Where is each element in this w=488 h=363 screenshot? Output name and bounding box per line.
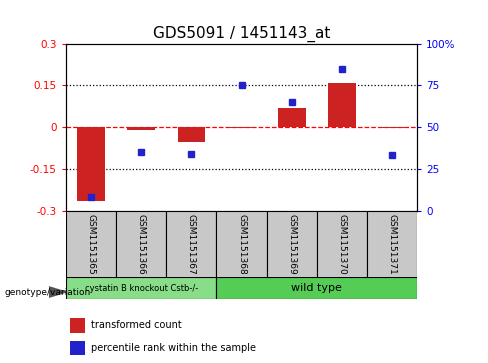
Text: GSM1151366: GSM1151366	[137, 214, 146, 274]
Bar	[217, 211, 266, 278]
Text: GSM1151365: GSM1151365	[86, 214, 96, 274]
Text: percentile rank within the sample: percentile rank within the sample	[91, 343, 256, 353]
Text: transformed count: transformed count	[91, 321, 182, 330]
Bar	[66, 211, 116, 278]
Bar	[127, 127, 155, 130]
Text: GSM1151371: GSM1151371	[387, 214, 397, 274]
Polygon shape	[49, 286, 68, 298]
Bar	[70, 341, 85, 355]
Bar	[66, 277, 217, 299]
Text: GSM1151367: GSM1151367	[187, 214, 196, 274]
Bar	[328, 82, 356, 127]
Text: cystatin B knockout Cstb-/-: cystatin B knockout Cstb-/-	[84, 284, 198, 293]
Text: GSM1151370: GSM1151370	[337, 214, 346, 274]
Bar	[378, 127, 406, 129]
Bar	[178, 127, 205, 142]
Bar	[266, 211, 317, 278]
Bar	[77, 127, 105, 201]
Bar	[217, 277, 417, 299]
Bar	[70, 318, 85, 333]
Text: GSM1151368: GSM1151368	[237, 214, 246, 274]
Bar	[317, 211, 367, 278]
Text: GSM1151369: GSM1151369	[287, 214, 296, 274]
Text: genotype/variation: genotype/variation	[5, 288, 91, 297]
Bar	[228, 127, 255, 129]
Bar	[116, 211, 166, 278]
Bar	[166, 211, 217, 278]
Title: GDS5091 / 1451143_at: GDS5091 / 1451143_at	[153, 26, 330, 42]
Bar	[278, 107, 305, 127]
Bar	[367, 211, 417, 278]
Text: wild type: wild type	[291, 283, 342, 293]
